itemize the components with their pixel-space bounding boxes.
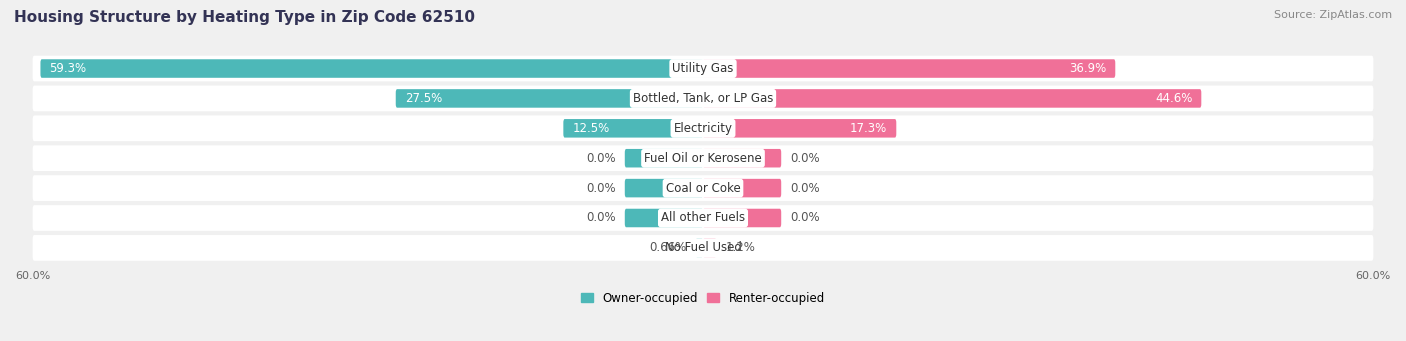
FancyBboxPatch shape	[703, 149, 782, 167]
Text: 0.0%: 0.0%	[790, 182, 820, 195]
Text: 0.0%: 0.0%	[790, 152, 820, 165]
Text: Electricity: Electricity	[673, 122, 733, 135]
FancyBboxPatch shape	[624, 209, 703, 227]
Text: Housing Structure by Heating Type in Zip Code 62510: Housing Structure by Heating Type in Zip…	[14, 10, 475, 25]
Text: 0.0%: 0.0%	[586, 211, 616, 224]
FancyBboxPatch shape	[32, 86, 1374, 111]
Text: Source: ZipAtlas.com: Source: ZipAtlas.com	[1274, 10, 1392, 20]
FancyBboxPatch shape	[696, 239, 703, 257]
FancyBboxPatch shape	[703, 59, 1115, 78]
FancyBboxPatch shape	[32, 205, 1374, 231]
Legend: Owner-occupied, Renter-occupied: Owner-occupied, Renter-occupied	[576, 287, 830, 309]
FancyBboxPatch shape	[32, 56, 1374, 81]
FancyBboxPatch shape	[41, 59, 703, 78]
Text: 17.3%: 17.3%	[851, 122, 887, 135]
Text: Fuel Oil or Kerosene: Fuel Oil or Kerosene	[644, 152, 762, 165]
Text: 44.6%: 44.6%	[1154, 92, 1192, 105]
FancyBboxPatch shape	[32, 235, 1374, 261]
FancyBboxPatch shape	[703, 119, 896, 137]
Text: Coal or Coke: Coal or Coke	[665, 182, 741, 195]
FancyBboxPatch shape	[564, 119, 703, 137]
Text: Bottled, Tank, or LP Gas: Bottled, Tank, or LP Gas	[633, 92, 773, 105]
Text: 0.66%: 0.66%	[650, 241, 686, 254]
FancyBboxPatch shape	[32, 175, 1374, 201]
Text: 0.0%: 0.0%	[586, 152, 616, 165]
Text: 0.0%: 0.0%	[586, 182, 616, 195]
FancyBboxPatch shape	[32, 145, 1374, 171]
FancyBboxPatch shape	[703, 89, 1201, 108]
Text: 0.0%: 0.0%	[790, 211, 820, 224]
Text: Utility Gas: Utility Gas	[672, 62, 734, 75]
FancyBboxPatch shape	[703, 239, 717, 257]
Text: 27.5%: 27.5%	[405, 92, 441, 105]
Text: 1.2%: 1.2%	[725, 241, 755, 254]
Text: All other Fuels: All other Fuels	[661, 211, 745, 224]
FancyBboxPatch shape	[32, 116, 1374, 141]
FancyBboxPatch shape	[395, 89, 703, 108]
Text: 12.5%: 12.5%	[572, 122, 610, 135]
Text: 36.9%: 36.9%	[1069, 62, 1107, 75]
Text: No Fuel Used: No Fuel Used	[665, 241, 741, 254]
FancyBboxPatch shape	[703, 179, 782, 197]
FancyBboxPatch shape	[703, 209, 782, 227]
Text: 59.3%: 59.3%	[49, 62, 87, 75]
FancyBboxPatch shape	[624, 149, 703, 167]
FancyBboxPatch shape	[624, 179, 703, 197]
